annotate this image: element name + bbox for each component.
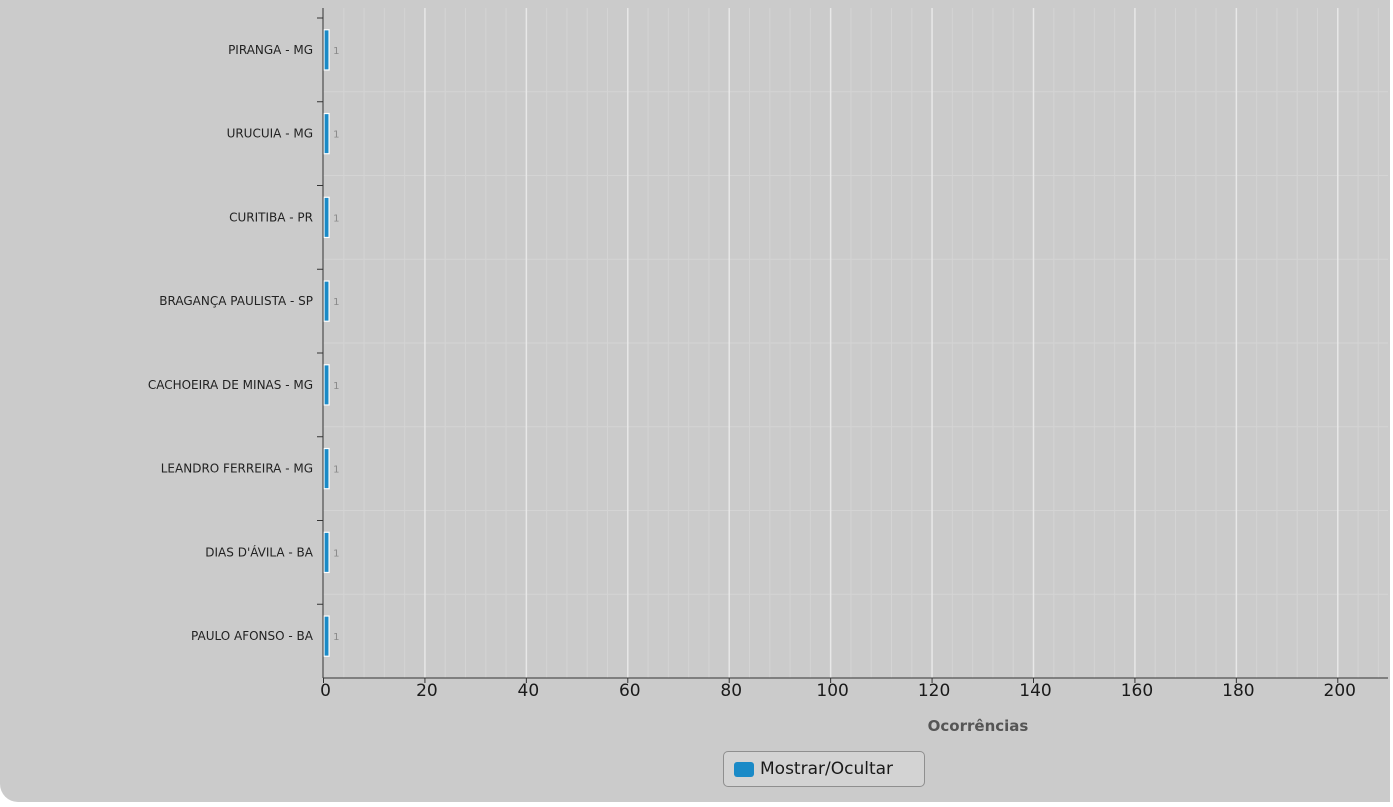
data-label: 1 bbox=[333, 130, 339, 141]
legend-swatch bbox=[734, 761, 754, 777]
bar bbox=[323, 196, 330, 239]
category-label: CURITIBA - PR bbox=[229, 210, 313, 224]
data-label: 1 bbox=[333, 632, 339, 643]
x-tick-label: 200 bbox=[1324, 681, 1356, 701]
category-label: URUCUIA - MG bbox=[227, 127, 313, 141]
x-tick-label: 20 bbox=[416, 681, 438, 701]
x-tick-label: 40 bbox=[518, 681, 540, 701]
bar bbox=[323, 615, 330, 657]
data-label: 1 bbox=[333, 213, 339, 224]
bar bbox=[323, 29, 330, 71]
data-label: 1 bbox=[333, 465, 339, 476]
data-label: 1 bbox=[333, 381, 339, 392]
axes bbox=[317, 8, 1388, 683]
bar bbox=[323, 364, 330, 406]
x-tick-label: 60 bbox=[619, 681, 641, 701]
legend-toggle-button[interactable]: Mostrar/Ocultar bbox=[723, 751, 925, 787]
category-label: CACHOEIRA DE MINAS - MG bbox=[148, 378, 313, 392]
bar bbox=[323, 447, 330, 490]
category-label: DIAS D'ÁVILA - BA bbox=[205, 544, 314, 559]
x-tick-label: 160 bbox=[1121, 681, 1153, 701]
x-tick-label: 120 bbox=[918, 681, 950, 701]
bar bbox=[323, 112, 330, 155]
grid-lines bbox=[323, 8, 1388, 678]
x-axis-title: Ocorrências bbox=[928, 717, 1029, 735]
x-tick-label: 0 bbox=[320, 681, 331, 701]
bar bbox=[323, 531, 330, 574]
data-label: 1 bbox=[333, 46, 339, 57]
category-label: BRAGANÇA PAULISTA - SP bbox=[159, 294, 313, 308]
data-label: 1 bbox=[333, 548, 339, 559]
bar bbox=[323, 280, 330, 322]
data-label: 1 bbox=[333, 297, 339, 308]
x-tick-label: 140 bbox=[1019, 681, 1051, 701]
category-label: PAULO AFONSO - BA bbox=[191, 629, 314, 643]
category-label: PIRANGA - MG bbox=[228, 43, 313, 57]
x-tick-label: 180 bbox=[1222, 681, 1254, 701]
category-label: LEANDRO FERREIRA - MG bbox=[161, 462, 313, 476]
bars bbox=[323, 29, 330, 657]
x-tick-label: 100 bbox=[816, 681, 848, 701]
labels: PIRANGA - MG 1 URUCUIA - MG 1 CURITIBA - PR 1… bbox=[148, 43, 1356, 701]
x-tick-label: 80 bbox=[720, 681, 742, 701]
legend-toggle-label: Mostrar/Ocultar bbox=[760, 759, 894, 779]
